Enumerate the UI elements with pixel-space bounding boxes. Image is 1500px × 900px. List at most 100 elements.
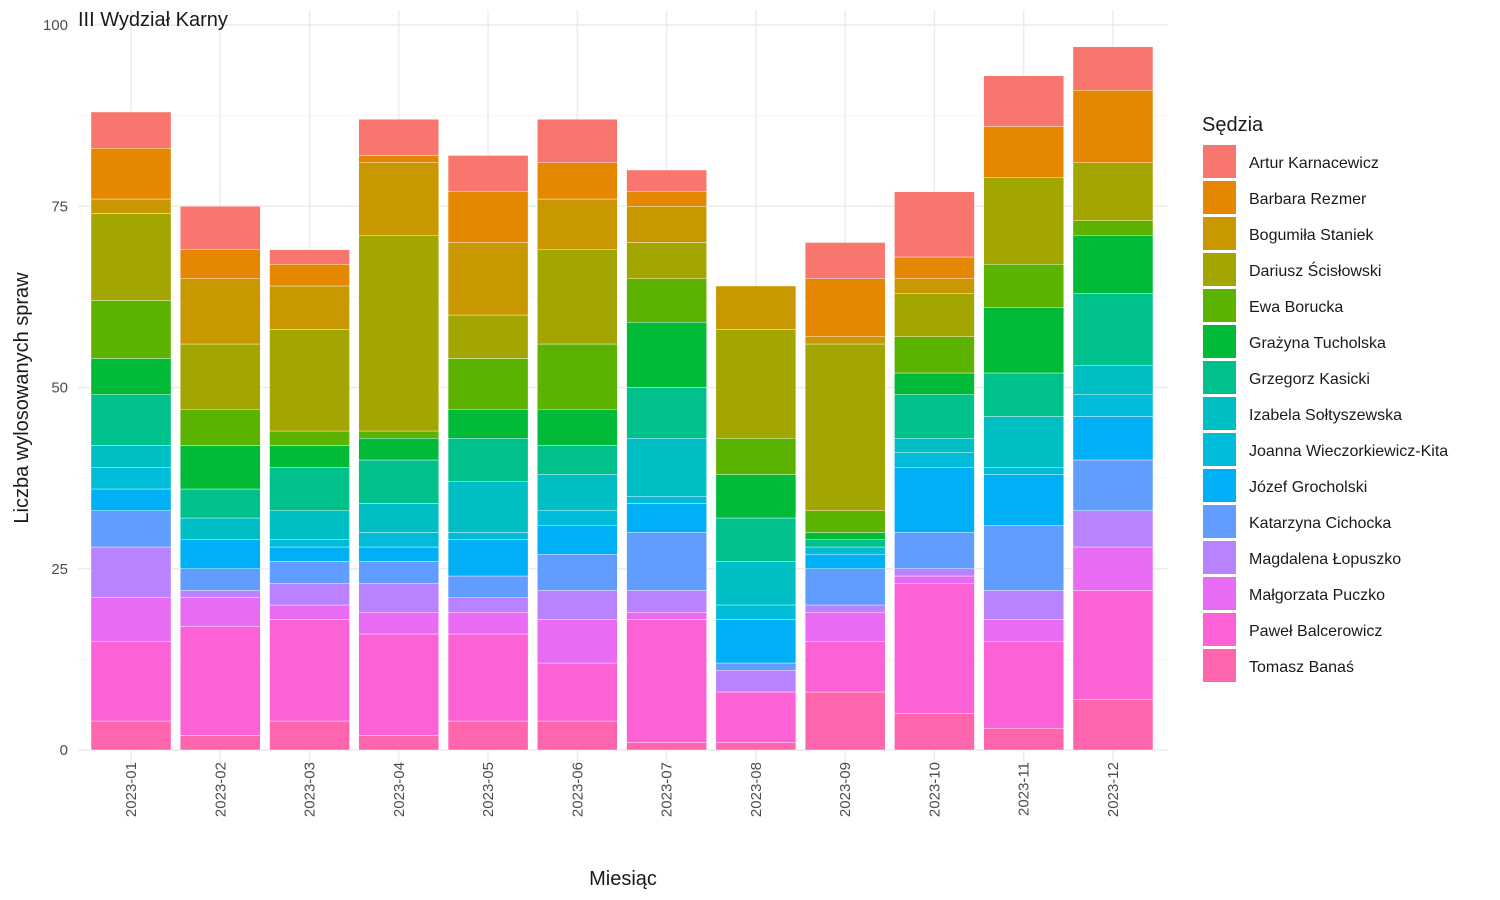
y-tick-label: 25 (51, 561, 68, 578)
bar-segment: Bogumiła Staniek 2023-10: 2 (894, 278, 975, 294)
bar-segment: Tomasz Banaś 2023-05: 4 (447, 720, 529, 751)
bar-segment: Dariusz Ścisłowski 2023-05: 6 (447, 314, 529, 359)
bar-segment: Tomasz Banaś 2023-12: 7 (1072, 699, 1154, 751)
bar-segment: Józef Grocholski 2023-09: 2 (804, 554, 886, 569)
bar-segment: Barbara Rezmer 2023-03: 3 (269, 264, 350, 287)
bar-segment: Barbara Rezmer 2023-11: 7 (983, 126, 1064, 178)
legend-swatch (1203, 541, 1236, 574)
bar-segment: Tomasz Banaś 2023-11: 3 (983, 728, 1064, 751)
bar-segment: Artur Karnacewicz 2023-04: 5 (358, 119, 440, 156)
bar-stack-2023-12: Tomasz Banaś 2023-12: 7Paweł Balcerowicz… (1072, 46, 1154, 751)
bar-segment: Małgorzata Puczko 2023-06: 6 (537, 619, 618, 664)
bar-segment: Magdalena Łopuszko 2023-04: 4 (358, 583, 440, 613)
bar-segment: Dariusz Ścisłowski 2023-04: 27 (358, 235, 440, 432)
bar-segment: Paweł Balcerowicz 2023-08: 7 (715, 691, 797, 743)
bar-segment: Ewa Borucka 2023-07: 6 (626, 278, 707, 323)
bar-segment: Izabela Sołtyszewska 2023-07: 8 (626, 438, 707, 497)
legend-swatch (1203, 217, 1236, 250)
bar-segment: Bogumiła Staniek 2023-07: 5 (626, 206, 707, 243)
x-tick-label: 2023-12 (1105, 762, 1122, 817)
bar-segment: Barbara Rezmer 2023-01: 7 (90, 148, 172, 200)
legend-item: Dariusz Ścisłowski (1203, 253, 1381, 286)
bar-segment: Grzegorz Kasicki 2023-12: 10 (1072, 293, 1154, 366)
bar-segment: Paweł Balcerowicz 2023-09: 7 (804, 641, 886, 693)
x-tick-label: 2023-01 (123, 762, 140, 817)
legend-label: Dariusz Ścisłowski (1249, 261, 1381, 280)
bar-segment: Joanna Wieczorkiewicz-Kita 2023-10: 2 (894, 452, 975, 468)
legend-item: Bogumiła Staniek (1203, 217, 1375, 250)
legend-swatch (1203, 397, 1236, 430)
bar-segment: Ewa Borucka 2023-09: 3 (804, 510, 886, 533)
x-axis-ticks: 2023-01 2023-02 2023-03 2023-04 2023-05 2023-… (123, 762, 1122, 817)
bar-segment: Barbara Rezmer 2023-09: 8 (804, 278, 886, 337)
bar-segment: Katarzyna Cichocka 2023-04: 3 (358, 561, 440, 584)
bar-segment: Katarzyna Cichocka 2023-07: 8 (626, 532, 707, 591)
bar-segment: Joanna Wieczorkiewicz-Kita 2023-08: 2 (715, 604, 797, 620)
legend-item: Józef Grocholski (1203, 469, 1367, 502)
legend-label: Paweł Balcerowicz (1249, 623, 1382, 640)
bar-segment: Barbara Rezmer 2023-05: 7 (447, 191, 529, 243)
bar-segment: Paweł Balcerowicz 2023-03: 14 (269, 619, 350, 722)
x-tick-label: 2023-08 (748, 762, 765, 817)
bar-segment: Bogumiła Staniek 2023-08: 6 (715, 285, 797, 330)
bar-segment: Józef Grocholski 2023-06: 4 (537, 525, 618, 555)
legend-item: Katarzyna Cichocka (1203, 505, 1391, 538)
bar-segment: Bogumiła Staniek 2023-03: 6 (269, 285, 350, 330)
bar-segment: Magdalena Łopuszko 2023-10: 1 (894, 568, 975, 577)
bar-segment: Magdalena Łopuszko 2023-02: 1 (180, 590, 261, 598)
bar-segment: Bogumiła Staniek 2023-01: 2 (90, 198, 172, 214)
bar-segment: Tomasz Banaś 2023-10: 5 (894, 713, 975, 751)
bar-segment: Joanna Wieczorkiewicz-Kita 2023-09: 1 (804, 546, 886, 555)
bar-segment: Grażyna Tucholska 2023-12: 8 (1072, 235, 1154, 294)
bar-segment: Dariusz Ścisłowski 2023-10: 6 (894, 293, 975, 337)
bar-segment: Joanna Wieczorkiewicz-Kita 2023-01: 3 (90, 467, 172, 490)
legend-items: Artur Karnacewicz Barbara Rezmer Bogumiła … (1203, 145, 1448, 682)
bar-segment: Katarzyna Cichocka 2023-01: 5 (90, 510, 172, 548)
bar-segment: Grzegorz Kasicki 2023-05: 6 (447, 438, 529, 482)
legend-item: Małgorzata Puczko (1203, 577, 1385, 610)
bar-segment: Ewa Borucka 2023-11: 6 (983, 264, 1064, 308)
bar-segment: Grzegorz Kasicki 2023-08: 6 (715, 517, 797, 562)
bar-segment: Bogumiła Staniek 2023-04: 10 (358, 162, 440, 236)
bar-stack-2023-09: Tomasz Banaś 2023-09: 8Paweł Balcerowicz… (804, 242, 886, 751)
bar-segment: Tomasz Banaś 2023-01: 4 (90, 720, 172, 751)
bar-segment: Paweł Balcerowicz 2023-05: 12 (447, 633, 529, 722)
bar-segment: Izabela Sołtyszewska 2023-08: 6 (715, 561, 797, 606)
bar-segment: Artur Karnacewicz 2023-02: 6 (180, 206, 261, 250)
bar-stack-2023-03: Tomasz Banaś 2023-03: 4Paweł Balcerowicz… (269, 249, 350, 751)
legend-swatch (1203, 577, 1236, 610)
legend-label: Katarzyna Cichocka (1249, 515, 1391, 532)
legend-item: Paweł Balcerowicz (1203, 613, 1382, 646)
bar-segment: Grzegorz Kasicki 2023-01: 7 (90, 394, 172, 446)
bar-segment: Barbara Rezmer 2023-06: 5 (537, 162, 618, 200)
bar-segment: Grzegorz Kasicki 2023-11: 6 (983, 372, 1064, 417)
bar-segment: Józef Grocholski 2023-11: 7 (983, 474, 1064, 526)
bar-segment: Artur Karnacewicz 2023-12: 6 (1072, 46, 1154, 91)
bar-stack-2023-04: Tomasz Banaś 2023-04: 2Paweł Balcerowicz… (358, 119, 440, 751)
bars: Tomasz Banaś 2023-01: 4 Paweł Balcerowicz… (90, 46, 1154, 751)
bar-segment: Artur Karnacewicz 2023-01: 5 (90, 111, 172, 149)
x-tick-label: 2023-02 (212, 762, 229, 817)
bar-segment: Grażyna Tucholska 2023-09: 1 (804, 532, 886, 540)
bar-segment: Dariusz Ścisłowski 2023-12: 8 (1072, 162, 1154, 221)
bar-segment: Ewa Borucka 2023-02: 5 (180, 409, 261, 446)
legend-swatch (1203, 613, 1236, 646)
bar-segment: Ewa Borucka 2023-04: 1 (358, 430, 440, 439)
bar-segment: Paweł Balcerowicz 2023-07: 17 (626, 619, 707, 743)
bar-segment: Izabela Sołtyszewska 2023-11: 7 (983, 416, 1064, 468)
bar-segment: Małgorzata Puczko 2023-02: 4 (180, 597, 261, 627)
bar-segment: Katarzyna Cichocka 2023-08: 1 (715, 662, 797, 671)
legend: Sędzia Artur Karnacewicz Barbara Rezmer Bo… (1202, 114, 1448, 682)
bar-segment: Dariusz Ścisłowski 2023-08: 15 (715, 329, 797, 439)
bar-segment: Dariusz Ścisłowski 2023-06: 13 (537, 249, 618, 345)
bar-segment: Artur Karnacewicz 2023-09: 5 (804, 242, 886, 279)
legend-swatch (1203, 253, 1236, 286)
bar-segment: Dariusz Ścisłowski 2023-11: 12 (983, 177, 1064, 265)
bar-segment: Grażyna Tucholska 2023-05: 4 (447, 409, 529, 439)
bar-segment: Małgorzata Puczko 2023-12: 6 (1072, 546, 1154, 591)
legend-swatch (1203, 289, 1236, 322)
bar-segment: Józef Grocholski 2023-10: 9 (894, 467, 975, 533)
bar-segment: Józef Grocholski 2023-02: 4 (180, 539, 261, 569)
bar-segment: Małgorzata Puczko 2023-03: 2 (269, 604, 350, 620)
